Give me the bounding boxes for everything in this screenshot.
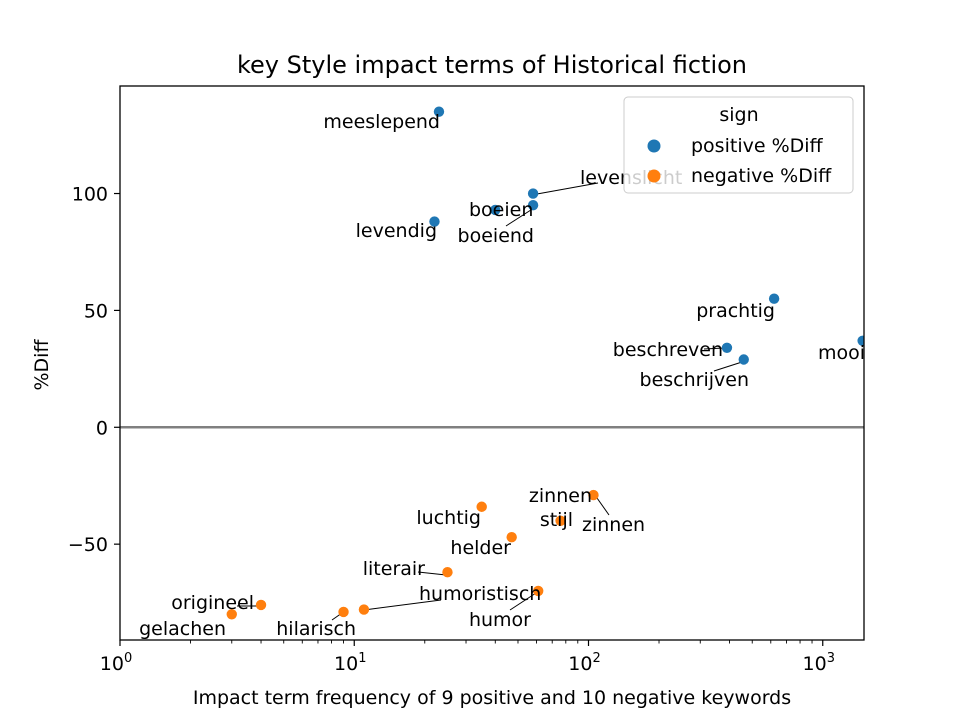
point-label-meeslepend: meeslepend (323, 111, 440, 133)
point-label-origineel: origineel (171, 592, 254, 614)
legend: sign positive %Diff negative %Diff (624, 97, 853, 193)
point-label-beschreven: beschreven (613, 339, 723, 361)
point-label-zinnen: zinnen (529, 485, 592, 507)
legend-title: sign (719, 104, 758, 126)
legend-marker-0 (648, 140, 661, 153)
point-label-levendig: levendig (356, 220, 437, 242)
legend-label-0: positive %Diff (691, 135, 824, 157)
point-label-beschrijven: beschrijven (640, 369, 749, 391)
data-point-levenslicht (528, 188, 538, 198)
legend-label-1: negative %Diff (691, 165, 832, 187)
data-point-origineel (256, 600, 266, 610)
point-label-boeiend: boeiend (458, 225, 534, 247)
chart-title: key Style impact terms of Historical fic… (237, 51, 747, 79)
data-point-beschrijven (739, 354, 749, 364)
point-label-zinnen: zinnen (582, 514, 645, 536)
point-label-helder: helder (450, 537, 511, 559)
point-label-boeien: boeien (469, 199, 533, 221)
y-tick-label: 0 (96, 417, 108, 439)
y-tick-label: 100 (72, 184, 108, 206)
data-point-literair (442, 567, 452, 577)
point-label-stijl: stijl (540, 509, 573, 531)
y-tick-label: 50 (84, 300, 108, 322)
point-label-hilarisch: hilarisch (276, 618, 356, 640)
y-tick-label: −50 (68, 534, 108, 556)
point-label-humoristisch: humoristisch (419, 583, 541, 605)
x-axis-label: Impact term frequency of 9 positive and … (193, 687, 791, 709)
point-label-luchtig: luchtig (416, 507, 481, 529)
point-label-literair: literair (363, 558, 425, 580)
legend-marker-1 (648, 170, 661, 183)
data-point-humoristisch (359, 604, 369, 614)
y-axis-label: %Diff (31, 339, 53, 391)
data-point-hilarisch (338, 607, 348, 617)
point-label-prachtig: prachtig (696, 300, 775, 322)
point-label-mooi: mooi (818, 342, 865, 364)
point-label-humor: humor (469, 609, 531, 631)
point-label-gelachen: gelachen (139, 618, 226, 640)
data-point-beschreven (722, 343, 732, 353)
